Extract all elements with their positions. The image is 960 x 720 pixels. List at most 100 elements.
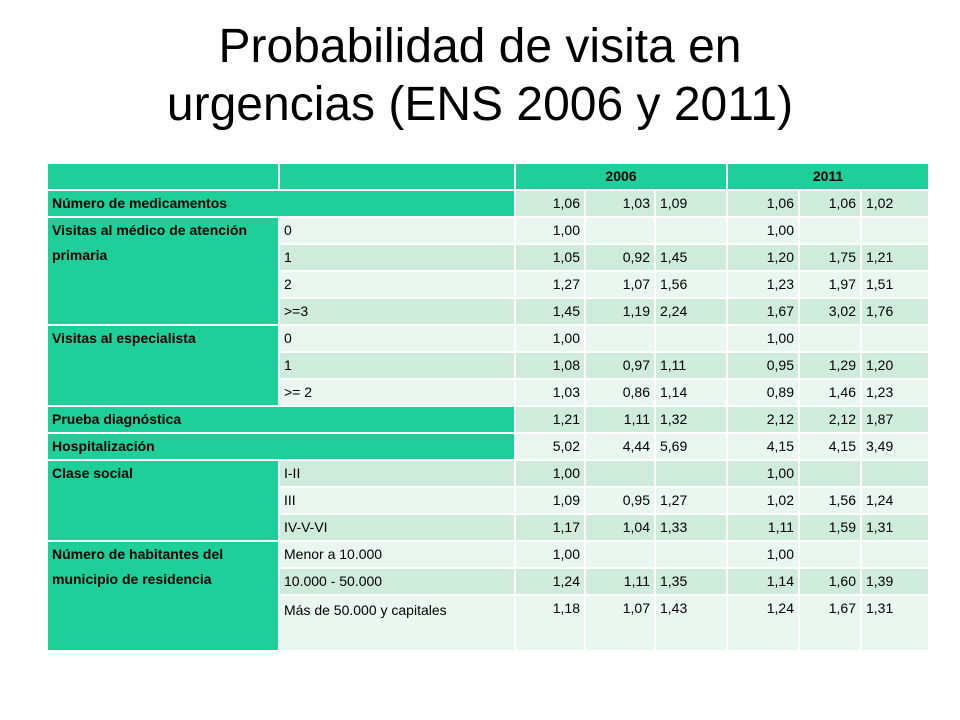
cell-value: 2,12 <box>798 405 862 434</box>
cell-value: 1,23 <box>859 378 931 407</box>
cell-value: 1,06 <box>726 189 800 218</box>
cell-value: 0,95 <box>726 351 800 380</box>
cell-value: 1,18 <box>514 594 586 652</box>
category-label: I-II <box>278 459 516 488</box>
cell-value: 1,32 <box>654 405 728 434</box>
row-label: Prueba diagnóstica <box>46 405 516 434</box>
cell-value: 5,69 <box>654 432 728 461</box>
cell-value: 1,33 <box>654 513 728 542</box>
header-2011: 2011 <box>725 162 931 191</box>
category-label: 1 <box>278 243 516 272</box>
cell-value: 1,00 <box>514 540 586 569</box>
cell-value <box>584 459 656 488</box>
table-row: Hospitalización 5,02 4,44 5,69 4,15 4,15… <box>46 432 931 461</box>
group-label: Visitas al especialista <box>46 324 280 407</box>
table-row: Número de habitantes del municipio de re… <box>46 540 931 652</box>
group-label: Número de habitantes del municipio de re… <box>46 540 280 652</box>
cell-value: 1,97 <box>798 270 862 299</box>
cell-value <box>859 540 931 569</box>
slide-title: Probabilidad de visita en urgencias (ENS… <box>40 18 920 134</box>
title-line-1: Probabilidad de visita en <box>218 20 742 73</box>
cell-value: 1,51 <box>859 270 931 299</box>
table-row: Número de medicamentos 1,06 1,03 1,09 1,… <box>46 189 931 218</box>
cell-value: 3,02 <box>798 297 862 326</box>
cell-value: 1,31 <box>859 513 931 542</box>
cell-value <box>654 540 728 569</box>
header-2006: 2006 <box>514 162 728 191</box>
cell-value <box>584 324 656 353</box>
cell-value: 1,11 <box>726 513 800 542</box>
table-row: 1 1,08 0,97 1,11 0,95 1,29 1,20 <box>47 351 931 380</box>
category-label: 1 <box>278 351 516 380</box>
row-label: Hospitalización <box>46 432 516 461</box>
cell-value: 1,76 <box>859 297 931 326</box>
table-row: III 1,09 0,95 1,27 1,02 1,56 1,24 <box>47 486 931 515</box>
cell-value: 1,87 <box>859 405 931 434</box>
cell-value <box>654 459 728 488</box>
cell-value: 0,95 <box>584 486 656 515</box>
cell-value: 1,20 <box>726 243 800 272</box>
table-row: Prueba diagnóstica 1,21 1,11 1,32 2,12 2… <box>46 405 931 434</box>
cell-value: 1,59 <box>798 513 862 542</box>
cell-value: 3,49 <box>859 432 931 461</box>
cell-value: 1,27 <box>654 486 728 515</box>
cell-value <box>798 216 862 245</box>
cell-value: 1,09 <box>654 189 728 218</box>
cell-value: 1,67 <box>798 594 862 652</box>
cell-value: 0,97 <box>584 351 656 380</box>
cell-value: 0,89 <box>726 378 800 407</box>
cell-value: 1,00 <box>726 540 800 569</box>
category-label: >=3 <box>278 297 516 326</box>
table-row: >= 2 1,03 0,86 1,14 0,89 1,46 1,23 <box>47 378 931 407</box>
cell-value: 1,02 <box>859 189 931 218</box>
cell-value: 1,19 <box>584 297 656 326</box>
cell-value: 1,35 <box>654 567 728 596</box>
cell-value: 1,03 <box>584 189 656 218</box>
table-row: Más de 50.000 y capitales 1,18 1,07 1,43… <box>47 594 931 652</box>
cell-value: 1,06 <box>514 189 586 218</box>
cell-value: 1,46 <box>798 378 862 407</box>
group-label: Clase social <box>46 459 280 542</box>
cell-value: 1,08 <box>514 351 586 380</box>
cell-value: 4,15 <box>726 432 800 461</box>
cell-value: 2,24 <box>654 297 728 326</box>
cell-value: 5,02 <box>514 432 586 461</box>
category-label: Menor a 10.000 <box>278 540 516 569</box>
table-row: 10.000 - 50.000 1,24 1,11 1,35 1,14 1,60… <box>47 567 931 596</box>
table-row: 2 1,27 1,07 1,56 1,23 1,97 1,51 <box>47 270 931 299</box>
cell-value: 1,00 <box>726 324 800 353</box>
cell-value: 1,45 <box>654 243 728 272</box>
cell-value: 1,17 <box>514 513 586 542</box>
cell-value: 1,00 <box>514 324 586 353</box>
cell-value: 1,43 <box>654 594 728 652</box>
cell-value: 1,21 <box>514 405 586 434</box>
category-label: Más de 50.000 y capitales <box>278 594 516 652</box>
cell-value <box>859 459 931 488</box>
cell-value <box>859 216 931 245</box>
cell-value: 1,75 <box>798 243 862 272</box>
category-label: 10.000 - 50.000 <box>278 567 516 596</box>
cell-value <box>798 540 862 569</box>
cell-value: 1,00 <box>514 216 586 245</box>
category-label: III <box>278 486 516 515</box>
cell-value: 1,20 <box>859 351 931 380</box>
table-row: Clase social I-II 1,00 1,00 <box>46 459 931 542</box>
table-row: >=3 1,45 1,19 2,24 1,67 3,02 1,76 <box>47 297 931 326</box>
table-row: Visitas al médico de atención primaria 0… <box>46 216 931 326</box>
cell-value: 1,03 <box>514 378 586 407</box>
row-label: Número de medicamentos <box>46 189 516 218</box>
cell-value: 1,05 <box>514 243 586 272</box>
cell-value <box>584 216 656 245</box>
cell-value: 1,09 <box>514 486 586 515</box>
cell-value: 1,45 <box>514 297 586 326</box>
cell-value: 1,06 <box>798 189 862 218</box>
cell-value: 1,31 <box>859 594 931 652</box>
header-blank-1 <box>46 162 280 191</box>
cell-value: 1,24 <box>514 567 586 596</box>
cell-value: 1,56 <box>654 270 728 299</box>
group-label: Visitas al médico de atención primaria <box>46 216 280 326</box>
header-blank-2 <box>278 162 516 191</box>
header-row: 2006 2011 <box>46 162 931 191</box>
cell-value: 1,07 <box>584 270 656 299</box>
cell-value <box>654 324 728 353</box>
